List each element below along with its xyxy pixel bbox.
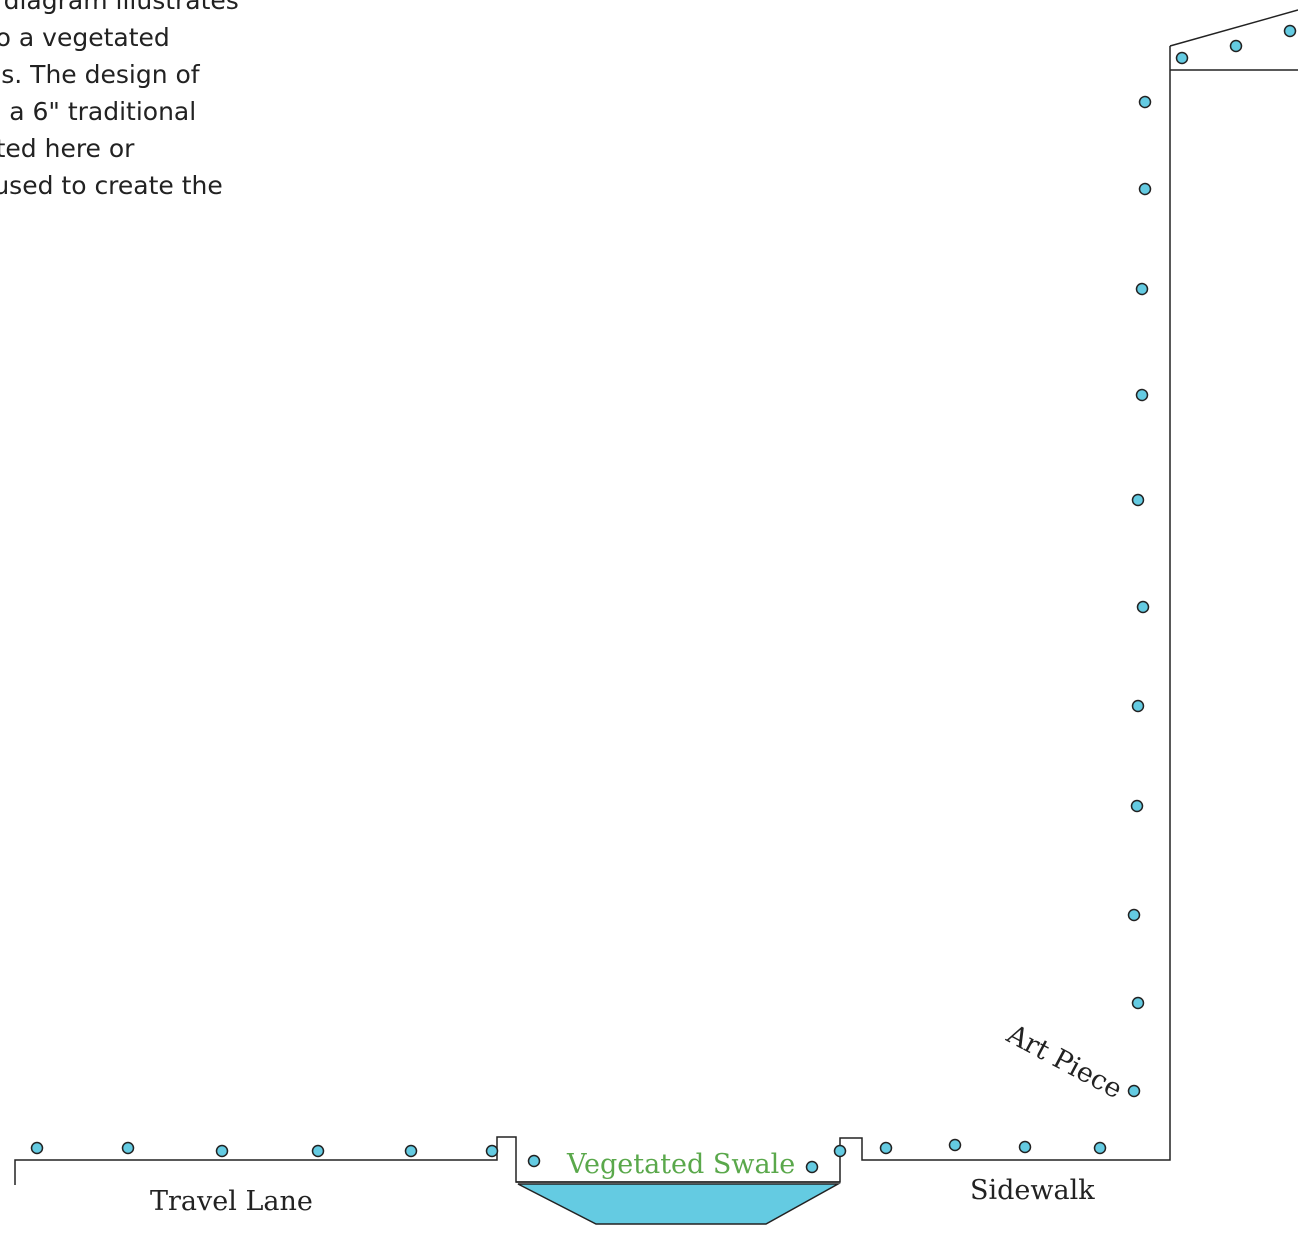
droplet-dot xyxy=(1127,1084,1141,1098)
description-line: rated here or xyxy=(0,134,135,163)
droplet-dot xyxy=(1138,95,1152,109)
droplet-dot xyxy=(30,1141,44,1155)
droplet-dot xyxy=(1136,600,1150,614)
street-profile-outline xyxy=(14,46,1171,1185)
description-line: er diagram illustrates xyxy=(3,0,239,15)
droplet-dot xyxy=(404,1144,418,1158)
droplet-dot xyxy=(311,1144,325,1158)
droplet-dot xyxy=(1131,996,1145,1010)
droplet-dot xyxy=(1229,39,1243,53)
droplet-dot xyxy=(1131,493,1145,507)
water-droplets xyxy=(30,24,1297,1174)
roof-line xyxy=(1169,9,1298,47)
droplet-dot xyxy=(1135,388,1149,402)
droplet-dot xyxy=(833,1144,847,1158)
description-line: nto a vegetated xyxy=(0,23,170,52)
droplet-dot xyxy=(805,1160,819,1174)
droplet-dot xyxy=(485,1144,499,1158)
droplet-dot xyxy=(1138,182,1152,196)
droplet-dot xyxy=(1127,908,1141,922)
travel-lane-label: Travel Lane xyxy=(150,1186,313,1217)
droplet-dot xyxy=(1093,1141,1107,1155)
droplet-dot xyxy=(1131,699,1145,713)
droplet-dot xyxy=(1135,282,1149,296)
description-line: e used to create the xyxy=(0,171,223,200)
droplet-dot xyxy=(527,1154,541,1168)
description-text-block: er diagram illustrates nto a vegetated p… xyxy=(0,0,330,230)
sidewalk-label: Sidewalk xyxy=(970,1175,1095,1206)
droplet-dot xyxy=(1130,799,1144,813)
droplet-dot xyxy=(1283,24,1297,38)
droplet-dot xyxy=(121,1141,135,1155)
art-piece-label: Art Piece xyxy=(1001,1018,1127,1105)
droplet-dot xyxy=(1175,51,1189,65)
description-line: pes. The design of xyxy=(0,60,200,89)
vegetated-swale-label: Vegetated Swale xyxy=(566,1149,795,1180)
description-line: be a 6" traditional xyxy=(0,97,197,126)
droplet-dot xyxy=(948,1138,962,1152)
droplet-dot xyxy=(879,1141,893,1155)
droplet-dot xyxy=(215,1144,229,1158)
swale-basin xyxy=(517,1183,841,1225)
droplet-dot xyxy=(1018,1140,1032,1154)
